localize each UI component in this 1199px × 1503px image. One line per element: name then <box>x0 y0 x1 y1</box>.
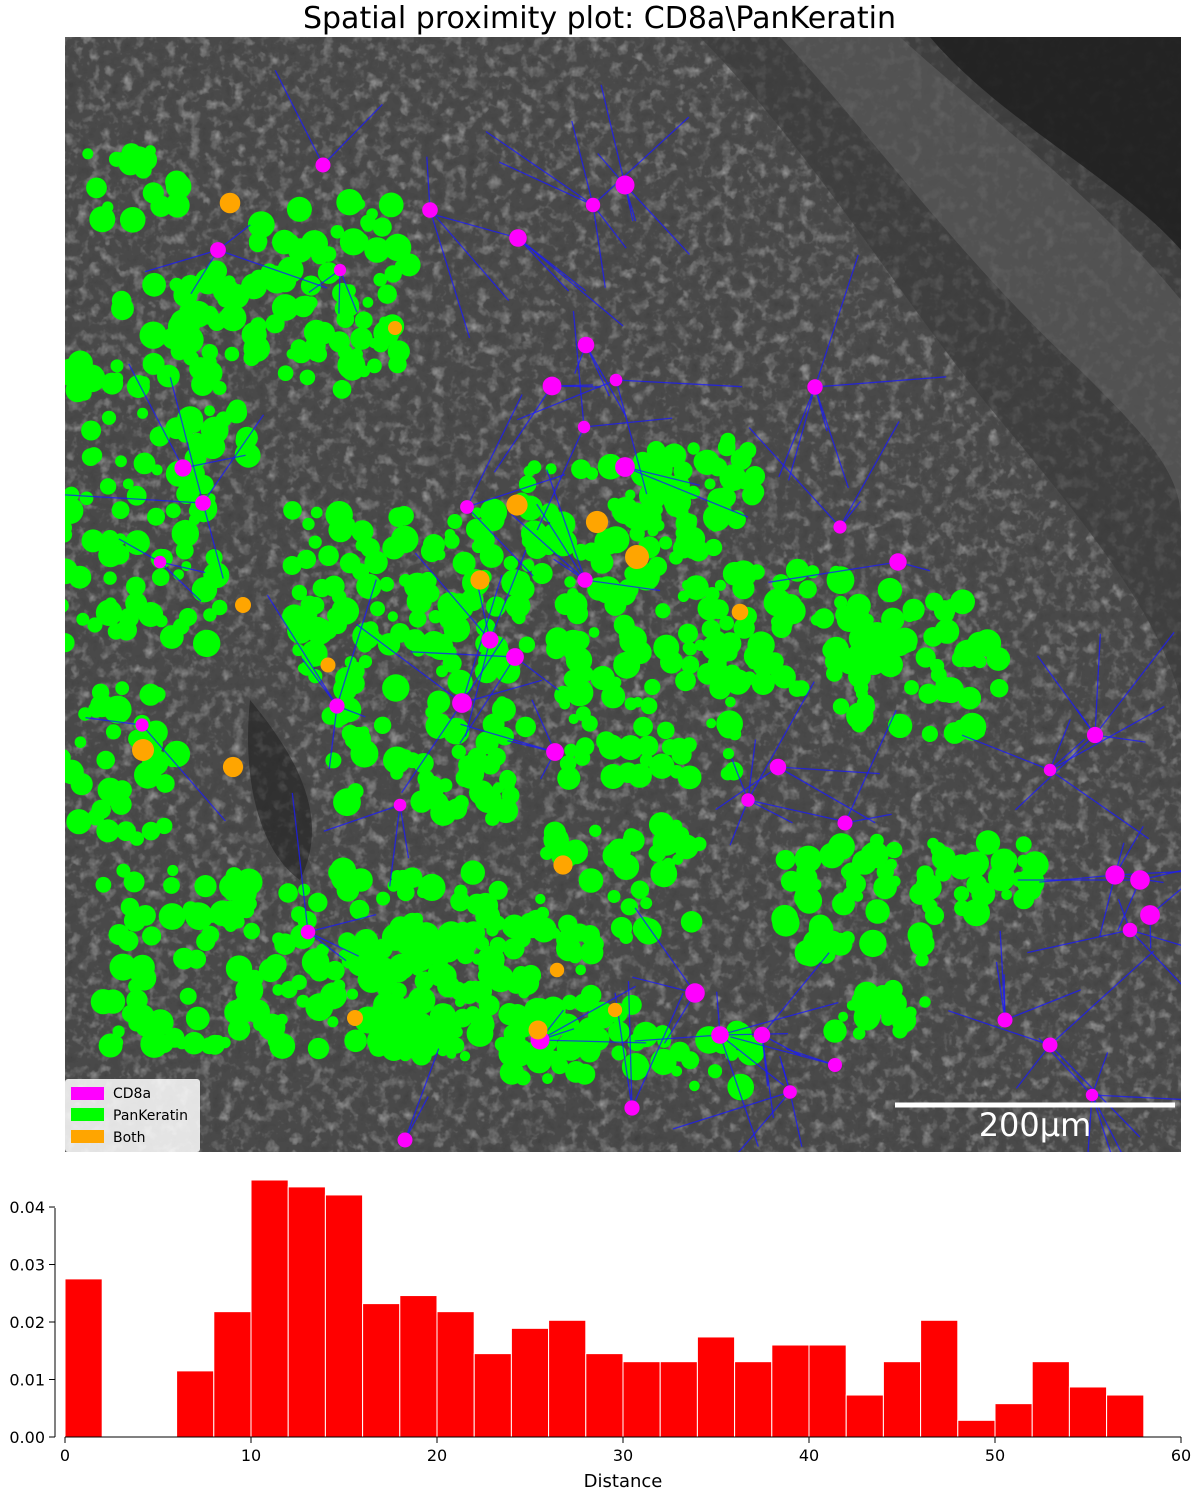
y-tick-label: 0.01 <box>9 1371 45 1390</box>
histogram-bar <box>213 1311 252 1438</box>
histogram-bar <box>287 1186 326 1438</box>
histogram-bar <box>771 1344 810 1438</box>
legend-swatch-cd8a <box>71 1087 104 1100</box>
pankeratin-cells <box>65 143 1049 1101</box>
histogram-bar <box>399 1295 438 1438</box>
histogram-bar <box>510 1327 550 1438</box>
histogram-bar <box>324 1194 364 1438</box>
histogram-bar <box>176 1370 215 1438</box>
histogram-bar <box>1068 1386 1108 1438</box>
x-tick-label: 30 <box>613 1446 633 1465</box>
histogram-bar <box>734 1361 773 1438</box>
histogram-bar <box>436 1311 475 1438</box>
histogram-bar <box>473 1353 512 1438</box>
histogram-bar <box>362 1303 401 1438</box>
x-tick-label: 10 <box>241 1446 261 1465</box>
x-tick-label: 60 <box>1171 1446 1191 1465</box>
histogram-bar <box>250 1179 289 1438</box>
cd8a-cells <box>135 157 1160 1148</box>
x-tick-label: 50 <box>985 1446 1005 1465</box>
legend: CD8a PanKeratin Both <box>65 1079 200 1152</box>
y-tick-label: 0.03 <box>9 1256 45 1275</box>
histogram-bar <box>622 1361 661 1438</box>
y-tick-label: 0.02 <box>9 1313 45 1332</box>
x-tick-label: 40 <box>799 1446 819 1465</box>
distance-histogram: 0 10 20 30 40 50 60 0.00 0.01 0.02 0.03 0.04 Distanc… <box>9 1179 1191 1492</box>
histogram-bar <box>585 1353 624 1438</box>
y-tick-label: 0.00 <box>9 1428 45 1447</box>
histogram-bar <box>920 1319 959 1438</box>
both-cells <box>132 192 749 1040</box>
scale-bar-label: 200μm <box>979 1106 1092 1144</box>
legend-swatch-both <box>71 1130 104 1143</box>
histogram-bar <box>882 1361 922 1438</box>
histogram-bar <box>696 1336 736 1438</box>
figure-title: Spatial proximity plot: CD8a\PanKeratin <box>302 1 897 36</box>
histogram-bar <box>1106 1394 1145 1438</box>
legend-swatch-pankeratin <box>71 1108 104 1121</box>
histogram-bar <box>957 1419 996 1438</box>
histogram-bar <box>548 1319 587 1438</box>
x-axis-label: Distance <box>584 1471 663 1492</box>
spatial-proximity-image: 200μm CD8a PanKeratin Both <box>65 37 1181 1152</box>
histogram-bar <box>659 1361 698 1438</box>
x-tick-label: 0 <box>60 1446 70 1465</box>
legend-label-pankeratin: PanKeratin <box>113 1108 188 1124</box>
histogram-bar <box>808 1344 847 1438</box>
histogram-bar <box>994 1403 1033 1438</box>
proximity-edges <box>65 70 1181 1152</box>
histogram-bar <box>845 1394 884 1438</box>
x-tick-label: 20 <box>427 1446 447 1465</box>
legend-label-both: Both <box>113 1130 146 1146</box>
histogram-bar <box>64 1278 103 1438</box>
y-tick-label: 0.04 <box>9 1198 45 1217</box>
histogram-bar <box>1031 1361 1070 1438</box>
legend-label-cd8a: CD8a <box>113 1086 151 1102</box>
